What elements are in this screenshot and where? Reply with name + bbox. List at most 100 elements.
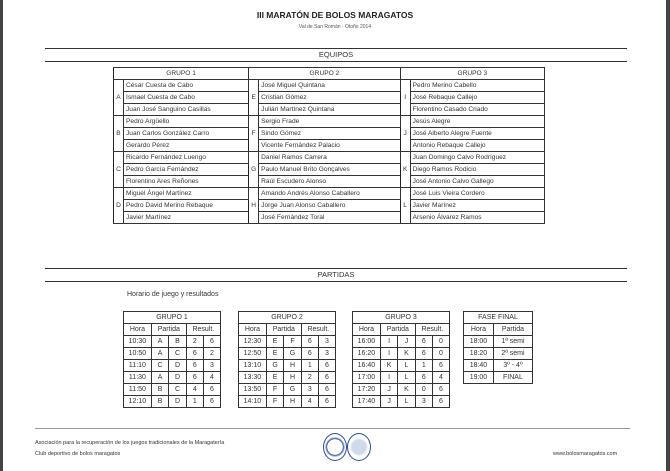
match-time: 17:00 [352,371,381,384]
club-logo-icon [347,433,371,461]
group-title-row: GRUPO 1 [123,311,221,324]
match-time: 18:40 [463,359,494,372]
player-name: Gerardo Pérez [122,139,250,152]
team-b: J [397,335,416,348]
score-a: 0 [414,383,433,396]
final-match-row: 18:40 3º - 4º [463,359,534,372]
match-name: 1ª semi [492,335,534,348]
team-a: B [150,383,170,396]
player-name: Pedro David Merino Rebaque [122,199,250,212]
team-a: K [379,359,399,372]
group-title: GRUPO 2 [238,311,336,324]
team-player-row: Florentino Ares Reñones Raúl Escudero Alo… [114,175,546,188]
team-letter: G [248,151,260,188]
score-a: 1 [185,395,204,408]
team-b: D [168,395,187,408]
score-a: 2 [185,335,204,348]
team-letter: B [113,115,124,152]
player-name: César Cuesta de Cabo [122,79,250,92]
score-b: 2 [202,347,222,360]
match-row: 16:40 K L 1 6 [352,359,451,372]
team-b: B [168,335,187,348]
group-header: GRUPO 2 [248,67,401,80]
match-row: 11:10 C D 6 3 [123,359,222,372]
score-a: 6 [300,335,319,348]
final-title: FASE FINAL [463,311,533,324]
match-time: 16:00 [352,335,381,348]
score-a: 4 [300,395,319,408]
match-time: 12:50 [238,347,267,360]
match-time: 18:00 [463,335,494,348]
score-b: 0 [431,347,451,360]
partidas-section-header: PARTIDAS [45,268,627,282]
team-b: G [283,383,302,396]
score-a: 6 [185,359,204,372]
match-row: 10:30 A B 2 6 [123,335,222,348]
document-subtitle: Val de San Román · Otoño 2014 [298,24,372,30]
score-a: 4 [185,383,204,396]
team-letter: C [113,151,124,188]
team-player-row: B Pedro Argüello F Sergio Frade J Jesús Alegr… [113,115,546,152]
team-letter: K [399,151,411,188]
team-letter: I [399,79,411,116]
score-b: 3 [317,335,337,348]
score-a: 6 [185,347,204,360]
column-header-row: Hora Partida Result. [123,323,222,336]
team-a: F [265,383,285,396]
footer-website-link[interactable]: www.bolosmaragatos.com [553,451,618,457]
partida-header: Partida [265,323,302,336]
match-time: 10:30 [123,335,152,348]
team-a: E [265,347,285,360]
match-name: FINAL [492,371,534,384]
player-name: Jorge Juan Alonso Caballero [258,199,401,212]
player-name: Juan Carlos González Carro [122,127,250,140]
score-a: 6 [414,347,433,360]
match-time: 12:10 [123,395,152,408]
footer-divider [35,428,630,429]
team-player-row: Pedro García Fernández Paulo Manuel Brito… [114,163,546,176]
team-a: F [265,395,285,408]
team-b: H [283,395,302,408]
team-letter: D [113,187,124,224]
score-a: 2 [300,371,319,384]
score-b: 3 [202,359,222,372]
match-row: 12:50 E G 6 3 [238,347,337,360]
score-b: 4 [202,371,222,384]
score-a: 6 [300,347,319,360]
player-name: Arsenio Álvarez Ramos [409,211,546,224]
match-row: 11:50 B C 4 6 [123,383,222,396]
player-name: Juan José Sanguino Casillas [122,103,250,116]
team-b: L [397,371,416,384]
column-header-row: Hora Partida Result. [352,323,451,336]
player-name: Cristian Gómez [258,91,401,104]
team-a: I [379,335,399,348]
match-time: 13:10 [238,359,267,372]
team-b: D [168,371,187,384]
partida-header: Partida [379,323,416,336]
player-name: Antonio Rebaque Callejo [409,139,546,152]
team-a: J [379,395,399,408]
final-title-row: FASE FINAL [463,311,533,324]
match-time: 17:20 [352,383,381,396]
player-name: José Alberto Alegre Fuente [409,127,546,140]
group-title-row: GRUPO 3 [352,311,450,324]
match-time: 13:50 [238,383,267,396]
final-match-row: 19:00 FINAL [463,371,534,384]
score-b: 6 [431,383,451,396]
footer-club: Club deportivo de bolos maragatos [35,451,121,457]
team-player-row: Pedro David Merino Rebaque Jorge Juan Alo… [114,199,546,212]
player-name: José Miguel Quintana [258,79,401,92]
score-b: 6 [317,395,337,408]
match-row: 11:30 A D 6 4 [123,371,222,384]
left-border [0,0,3,471]
team-letter: F [248,115,260,152]
team-player-row: Ismael Cuesta de Cabo Cristian Gómez José … [114,91,546,104]
player-name: Sergio Frade [258,115,401,128]
team-player-row: Javier Martínez José Fernández Toral Arsen… [114,211,546,224]
team-letter: E [248,79,260,116]
match-time: 14:10 [238,395,267,408]
team-a: B [150,395,170,408]
hora-header: Hora [238,323,267,336]
team-b: C [168,347,187,360]
result-header: Result. [185,323,222,336]
